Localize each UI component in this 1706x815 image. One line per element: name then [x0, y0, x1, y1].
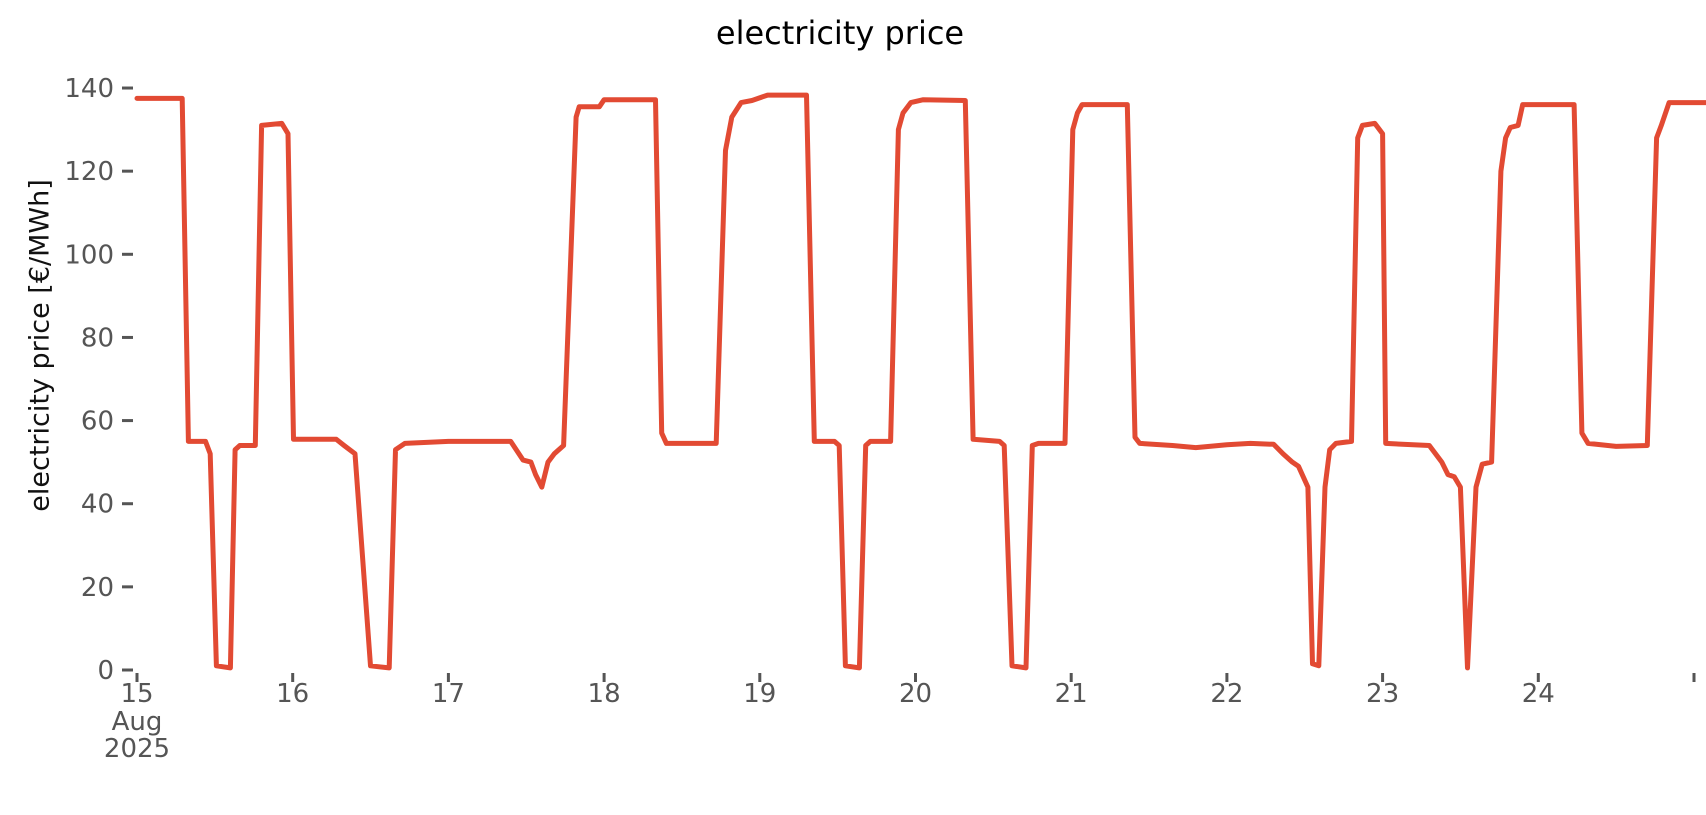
y-tick-label: 100: [64, 240, 114, 270]
x-axis-date-label: 2025: [104, 734, 170, 764]
x-tick-label: 17: [432, 679, 465, 709]
x-tick-label: 18: [588, 679, 621, 709]
y-tick-label: 80: [81, 323, 114, 353]
x-tick-label: 19: [743, 679, 776, 709]
x-tick-label: 22: [1210, 679, 1243, 709]
x-tick-label: 15: [120, 679, 153, 709]
y-tick-label: 120: [64, 157, 114, 187]
y-tick-label: 0: [97, 656, 114, 686]
x-tick-label: 24: [1522, 679, 1555, 709]
x-tick-label: 16: [276, 679, 309, 709]
y-tick-label: 60: [81, 407, 114, 437]
y-tick-label: 40: [81, 490, 114, 520]
x-tick-label: 23: [1366, 679, 1399, 709]
x-axis-date-label: Aug: [112, 707, 163, 737]
x-tick-label: 20: [899, 679, 932, 709]
chart-title: electricity price: [715, 14, 965, 52]
x-tick-label: 21: [1055, 679, 1088, 709]
price-line-series: [134, 92, 1706, 671]
y-tick-label: 20: [81, 573, 114, 603]
y-tick-label: 140: [64, 74, 114, 104]
